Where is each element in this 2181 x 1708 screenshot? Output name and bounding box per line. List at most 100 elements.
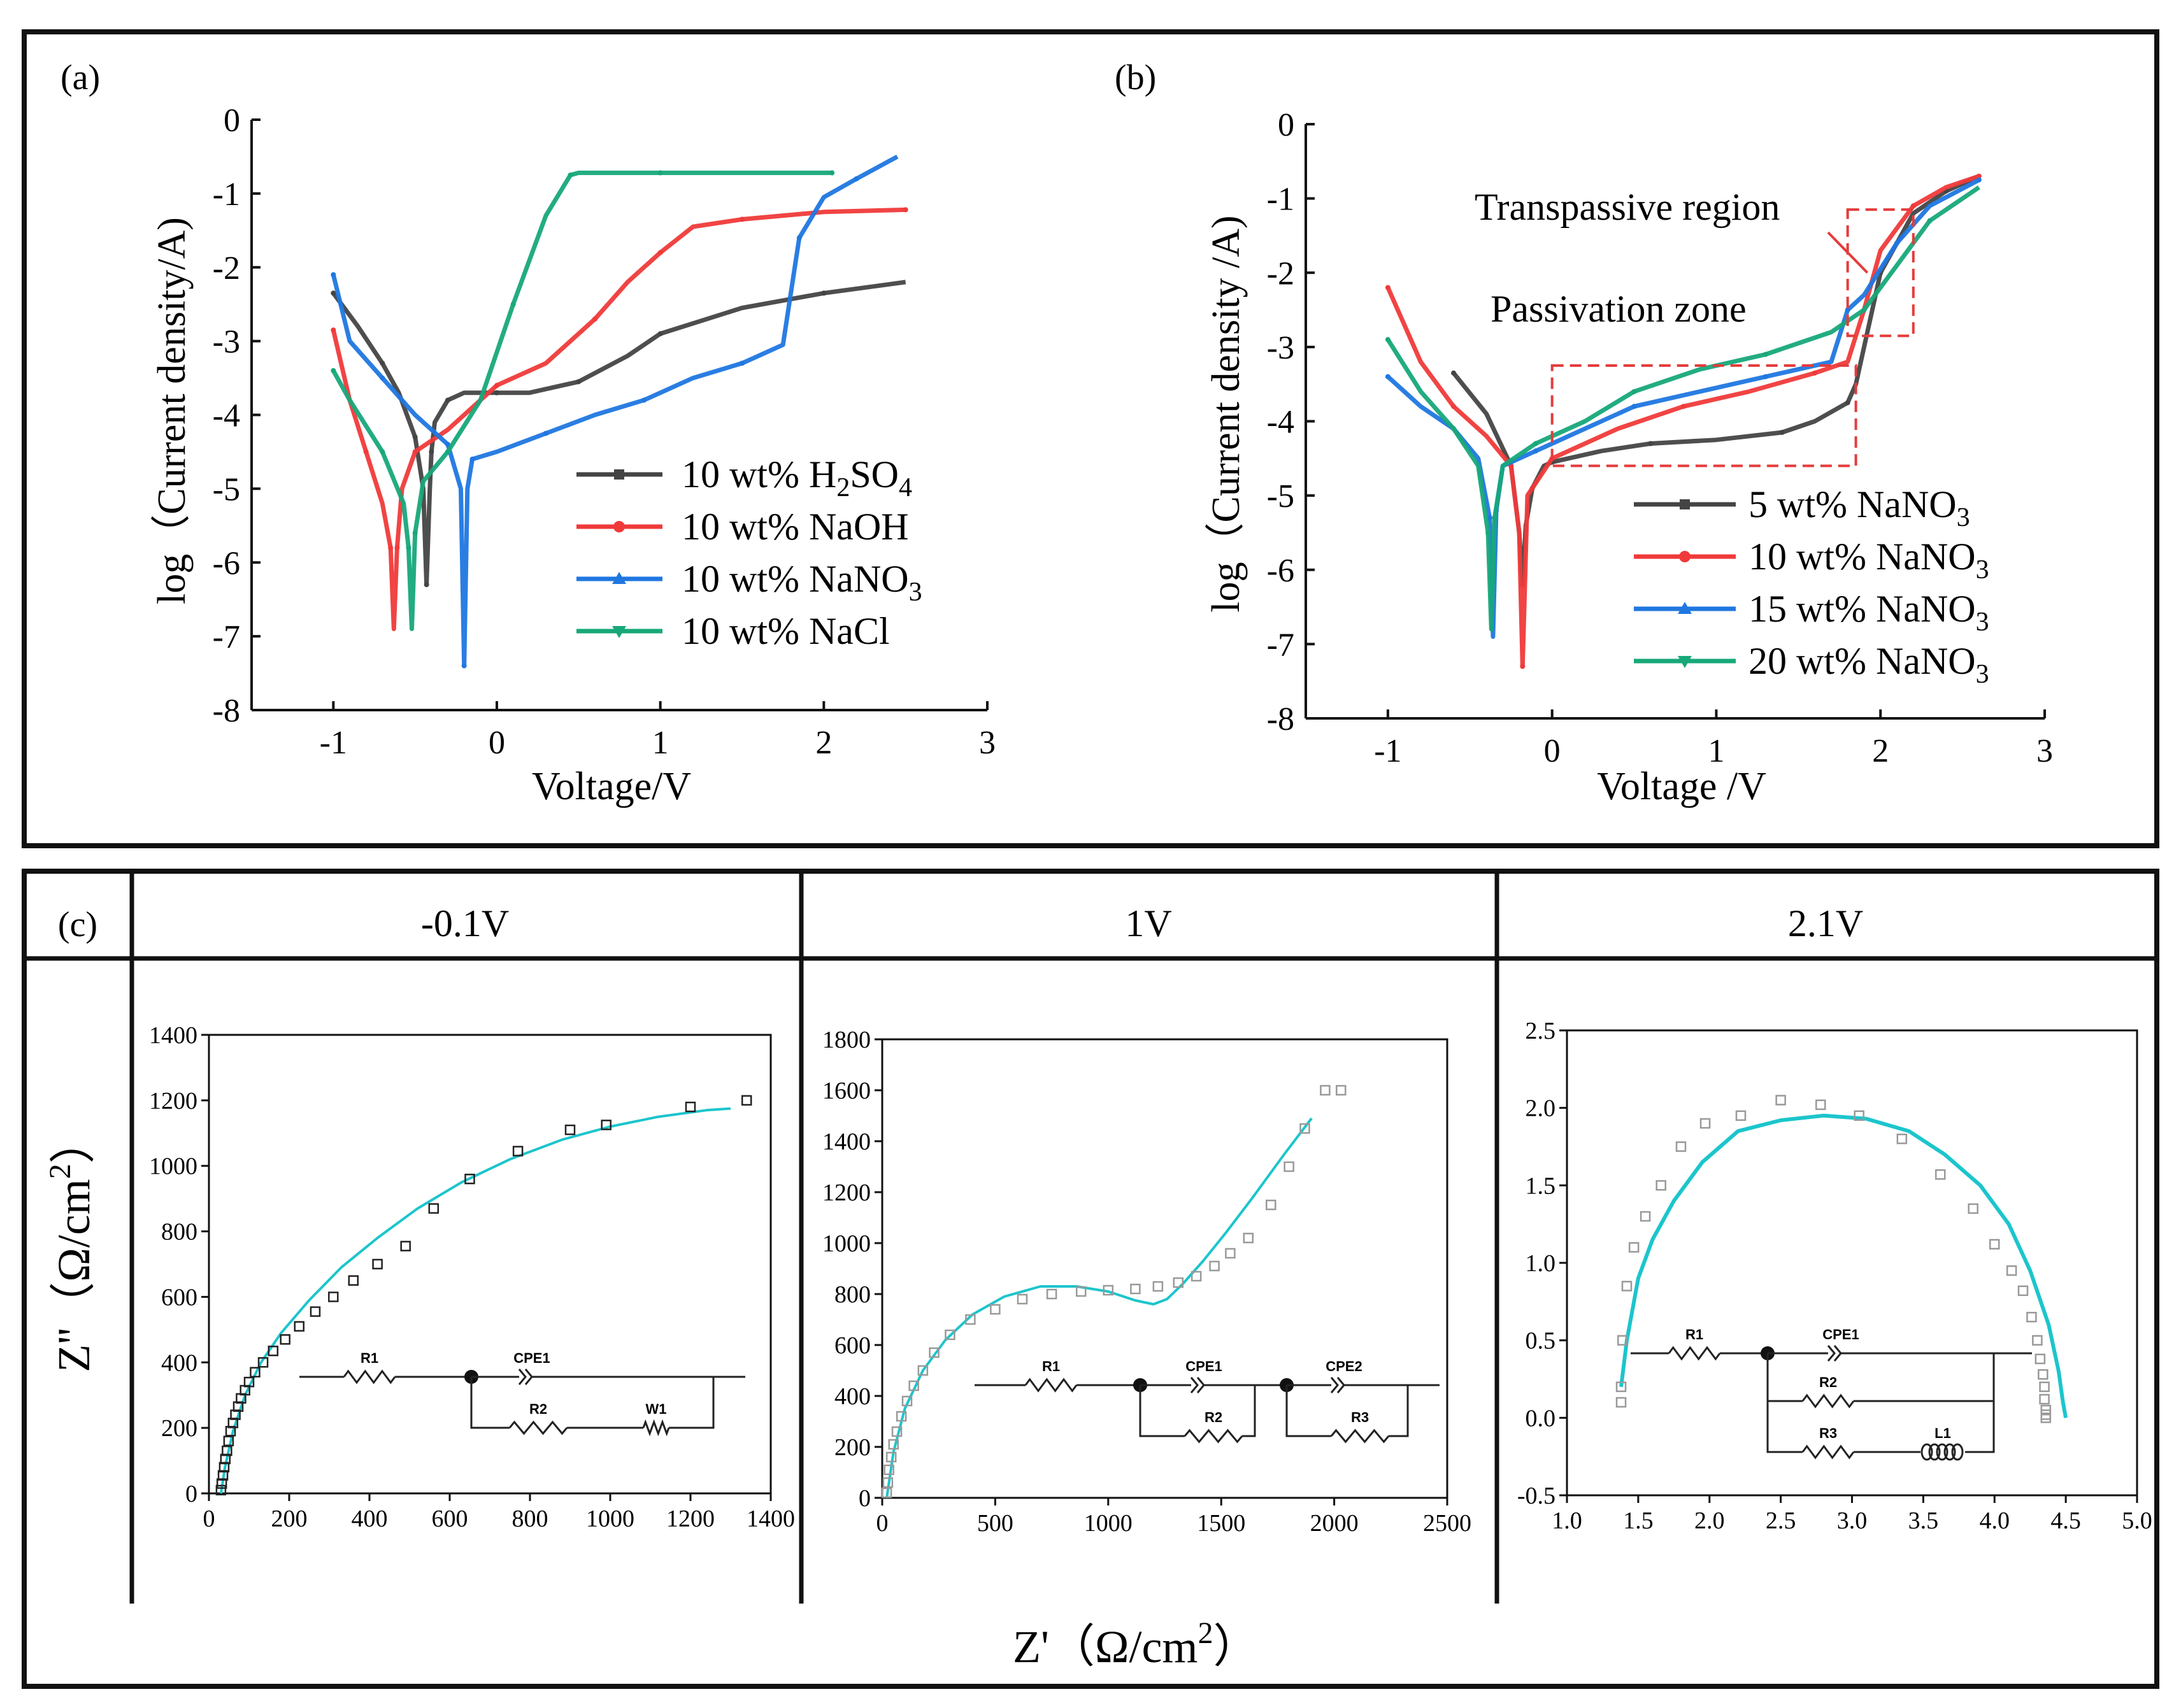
y-tick-label: -4 bbox=[1267, 404, 1294, 441]
measured-point bbox=[1934, 1169, 1946, 1180]
x-tick-label: 0 bbox=[203, 1505, 215, 1532]
measured-point bbox=[1243, 1232, 1254, 1244]
data-point-2 bbox=[1631, 404, 1637, 409]
data-point-0 bbox=[412, 434, 418, 440]
x-tick-label: 200 bbox=[271, 1505, 308, 1532]
y-tick-label: 600 bbox=[161, 1284, 197, 1311]
legend-label: 20 wt% NaNO3 bbox=[1748, 640, 1989, 689]
x-tick-label: 1200 bbox=[666, 1505, 715, 1532]
y-tick-label: 1.5 bbox=[1526, 1172, 1556, 1199]
fit-line bbox=[219, 1107, 731, 1494]
measured-point bbox=[1617, 1335, 1628, 1346]
data-point-0 bbox=[657, 331, 663, 337]
resistor-symbol bbox=[1801, 1444, 1855, 1460]
y-tick-label: -0.5 bbox=[1517, 1483, 1555, 1509]
data-point-2 bbox=[1845, 307, 1850, 313]
legend-label: 10 wt% NaNO3 bbox=[682, 558, 922, 607]
x-tick-label: 500 bbox=[977, 1510, 1013, 1537]
inductor-coil bbox=[1928, 1443, 1941, 1461]
data-point-3 bbox=[657, 170, 663, 176]
measured-point bbox=[1173, 1277, 1184, 1288]
measured-point bbox=[1640, 1211, 1651, 1222]
measured-point bbox=[2032, 1335, 2043, 1346]
resistor-symbol bbox=[1801, 1393, 1855, 1409]
x-tick-label: 0 bbox=[489, 725, 505, 761]
circuit-label: R1 bbox=[361, 1350, 378, 1366]
y-tick-label: 2.5 bbox=[1526, 1018, 1556, 1044]
inductor-coil bbox=[1943, 1443, 1956, 1461]
data-point-0 bbox=[1845, 400, 1850, 406]
measured-point bbox=[1775, 1095, 1786, 1106]
data-point-3 bbox=[1861, 307, 1867, 313]
panel-a-xlabel: Voltage/V bbox=[532, 765, 691, 808]
measured-point bbox=[310, 1306, 321, 1317]
data-point-1 bbox=[494, 383, 499, 388]
y-tick-label: 200 bbox=[161, 1415, 197, 1442]
y-tick-label: 400 bbox=[834, 1383, 871, 1410]
y-tick-label: 1600 bbox=[822, 1078, 871, 1104]
y-tick-label: 1000 bbox=[822, 1230, 871, 1257]
y-tick-label: 0.0 bbox=[1526, 1405, 1556, 1432]
data-point-0 bbox=[429, 449, 434, 455]
measured-point bbox=[908, 1380, 919, 1391]
wire bbox=[1139, 1385, 1185, 1437]
wire bbox=[1242, 1385, 1256, 1437]
legend-label: 10 wt% NaCl bbox=[682, 610, 890, 652]
data-point-1 bbox=[1976, 173, 1982, 179]
data-point-2 bbox=[380, 375, 385, 381]
x-tick-label: 3.5 bbox=[1908, 1507, 1939, 1534]
data-point-1 bbox=[363, 449, 369, 455]
x-tick-label: 5.0 bbox=[2122, 1507, 2152, 1534]
measured-point bbox=[1655, 1180, 1666, 1191]
measured-point bbox=[1621, 1281, 1633, 1292]
data-point-0 bbox=[380, 360, 385, 366]
y-tick-label: 800 bbox=[161, 1219, 197, 1246]
wire bbox=[669, 1377, 715, 1429]
data-point-2 bbox=[1894, 240, 1899, 246]
x-tick-label: 3 bbox=[979, 725, 996, 761]
legend-marker bbox=[613, 521, 625, 532]
measured-point bbox=[2026, 1311, 2037, 1323]
panel-a-plot: -1 0 1 2 3 0 -1 -2 -3 -4 -5 -6 -7 -8 bbox=[213, 103, 996, 761]
x-tick-label: 1000 bbox=[1084, 1510, 1133, 1537]
data-point-0 bbox=[1451, 370, 1456, 376]
measured-point bbox=[222, 1445, 232, 1456]
transpassive-arrow bbox=[1827, 231, 1869, 274]
measured-point bbox=[685, 1101, 696, 1113]
circuit-label: R2 bbox=[1819, 1374, 1837, 1390]
legend-sub: 3 bbox=[1976, 555, 1989, 585]
legend-marker bbox=[614, 469, 624, 480]
y-tick-label: -3 bbox=[213, 324, 240, 360]
data-point-3 bbox=[1492, 515, 1498, 521]
measured-point bbox=[257, 1357, 269, 1368]
panel-c-xlabel: Z'（Ω/cm2） bbox=[1013, 1616, 1259, 1672]
legend-marker bbox=[612, 626, 626, 638]
y-tick-label: -4 bbox=[213, 398, 240, 434]
measured-point bbox=[891, 1426, 903, 1437]
data-point-3 bbox=[1451, 426, 1456, 432]
data-point-3 bbox=[380, 449, 385, 455]
data-point-2 bbox=[1976, 177, 1982, 183]
legend-text: 15 wt% NaNO bbox=[1748, 588, 1976, 630]
measured-point bbox=[1675, 1141, 1687, 1152]
circuit-label: CPE1 bbox=[513, 1350, 550, 1366]
wire bbox=[1285, 1385, 1331, 1437]
data-point-2 bbox=[1385, 374, 1391, 380]
data-point-2 bbox=[796, 235, 802, 241]
measured-point bbox=[1284, 1161, 1294, 1172]
measured-point bbox=[564, 1124, 576, 1135]
measured-point bbox=[1152, 1281, 1164, 1292]
y-tick-label: 1200 bbox=[149, 1088, 197, 1114]
data-point-3 bbox=[829, 170, 835, 176]
measured-point bbox=[1815, 1099, 1826, 1111]
plot-frame bbox=[208, 1034, 772, 1495]
circuit-label: R3 bbox=[1351, 1409, 1369, 1425]
data-point-1 bbox=[412, 449, 418, 455]
x-tick-label: 1500 bbox=[1197, 1510, 1245, 1537]
panel-c-ylabel: Z''（Ω/cm2） bbox=[43, 1118, 99, 1372]
measured-point bbox=[1615, 1381, 1627, 1392]
measured-point bbox=[741, 1095, 752, 1106]
measured-point bbox=[1046, 1288, 1057, 1300]
col-header-2: 1V bbox=[1125, 902, 1171, 944]
